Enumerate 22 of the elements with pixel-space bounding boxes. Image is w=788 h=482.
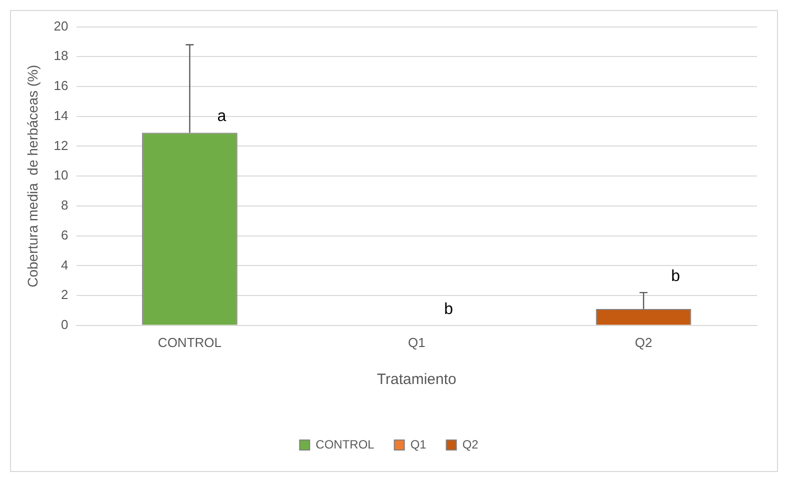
legend-label: Q2 [462, 437, 479, 452]
x-axis-title: Tratamiento [376, 371, 456, 388]
y-tick-label: 4 [61, 257, 68, 272]
annotation: b [671, 268, 680, 285]
annotation: b [444, 300, 454, 318]
legend-label: CONTROL [316, 437, 375, 452]
y-tick-label: 12 [54, 138, 68, 153]
y-tick-label: 20 [54, 18, 68, 34]
y-tick-label: 8 [61, 198, 68, 213]
y-tick-label: 16 [54, 78, 68, 94]
x-tick-label: CONTROL [158, 334, 222, 350]
legend-label: Q1 [410, 437, 427, 452]
y-axis-title: Cobertura media de herbáceas (%) [24, 64, 40, 288]
y-tick-label: 18 [54, 48, 68, 64]
y-tick-label: 14 [54, 108, 68, 123]
x-tick-label: Q1 [408, 334, 426, 350]
x-tick-label: Q2 [634, 334, 652, 350]
y-tick-label: 2 [61, 287, 68, 302]
y-tick-label: 6 [61, 227, 68, 242]
y-tick-label: 0 [61, 316, 68, 332]
y-tick-label: 10 [54, 168, 68, 183]
annotation: a [217, 108, 226, 126]
